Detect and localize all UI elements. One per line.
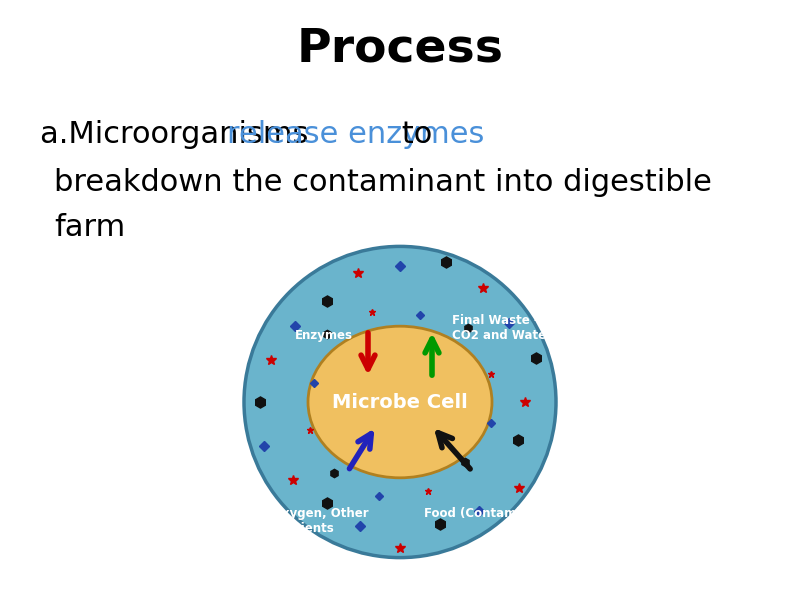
Ellipse shape — [244, 247, 556, 557]
Text: to: to — [392, 120, 432, 149]
Text: Oxygen, Other
Nutrients: Oxygen, Other Nutrients — [272, 507, 369, 535]
Ellipse shape — [308, 326, 492, 478]
Text: Food (Contaminate): Food (Contaminate) — [424, 507, 556, 520]
Text: Microbe Cell: Microbe Cell — [332, 392, 468, 412]
Text: breakdown the contaminant into digestible: breakdown the contaminant into digestibl… — [54, 168, 712, 197]
Text: Process: Process — [297, 27, 503, 72]
Text: farm: farm — [54, 213, 126, 242]
Text: a.Microorganisms: a.Microorganisms — [40, 120, 318, 149]
Text: release enzymes: release enzymes — [227, 120, 484, 149]
Text: Final Waste –
CO2 and Water: Final Waste – CO2 and Water — [452, 314, 552, 342]
Text: Enzymes: Enzymes — [295, 329, 353, 342]
